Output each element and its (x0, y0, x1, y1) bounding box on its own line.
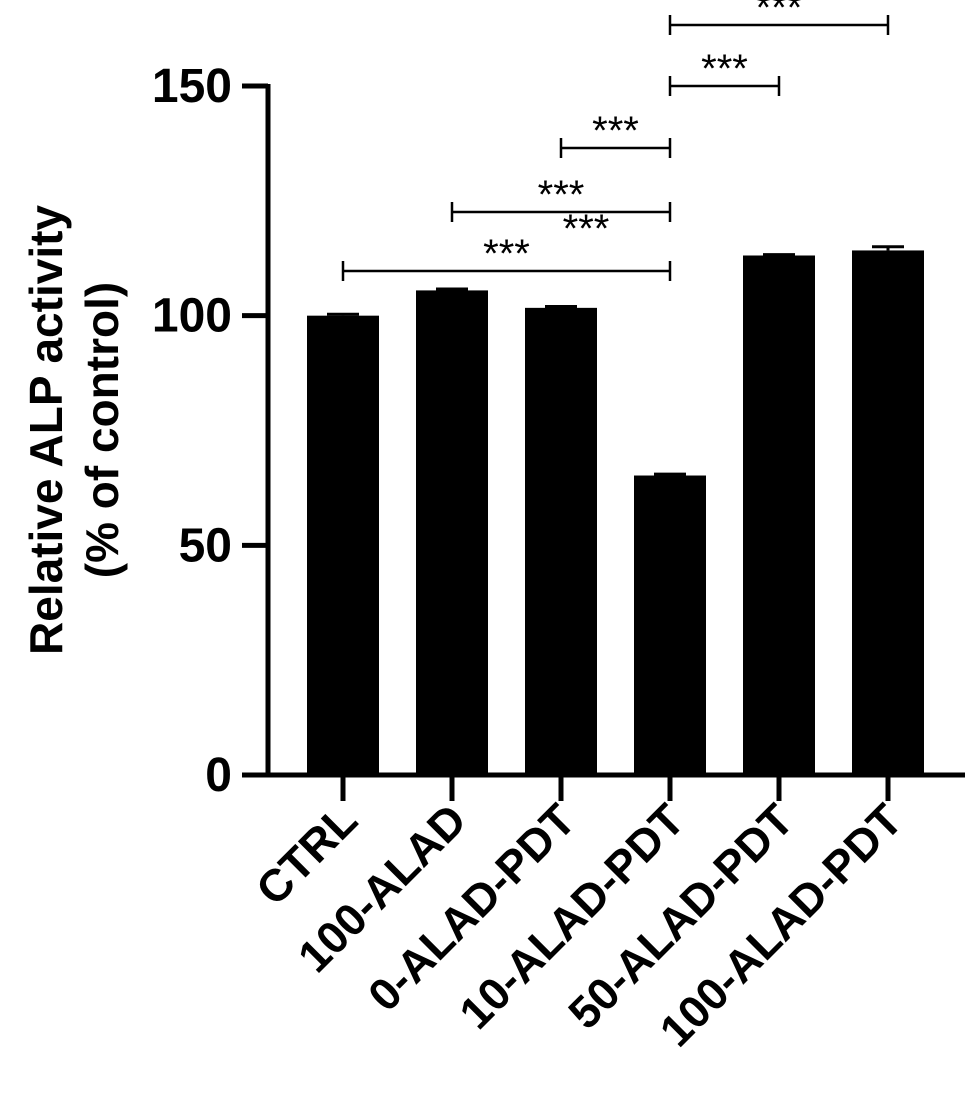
y-tick-label: 50 (179, 519, 232, 572)
significance-stars: *** (756, 0, 803, 30)
significance-stars: *** (701, 47, 748, 91)
bar-0-alad-pdt (525, 307, 597, 775)
y-tick-label: 0 (205, 749, 232, 802)
bar-100-alad (416, 290, 488, 775)
y-axis-label-units: (% of control) (76, 282, 128, 578)
significance-stars: *** (592, 109, 639, 153)
plot-area: 050100150CTRL100-ALAD0-ALAD-PDT10-ALAD-P… (152, 0, 965, 1056)
bar-ctrl (307, 315, 379, 775)
y-axis-label: Relative ALP activity (20, 205, 72, 655)
significance-stars: *** (538, 173, 585, 217)
y-tick-label: 100 (152, 290, 232, 343)
significance-stars: *** (563, 207, 610, 251)
bar-10-alad-pdt (634, 475, 706, 775)
bar-100-alad-pdt (852, 250, 924, 775)
bar-50-alad-pdt (743, 255, 815, 775)
significance-stars: *** (483, 232, 530, 276)
y-tick-label: 150 (152, 60, 232, 113)
